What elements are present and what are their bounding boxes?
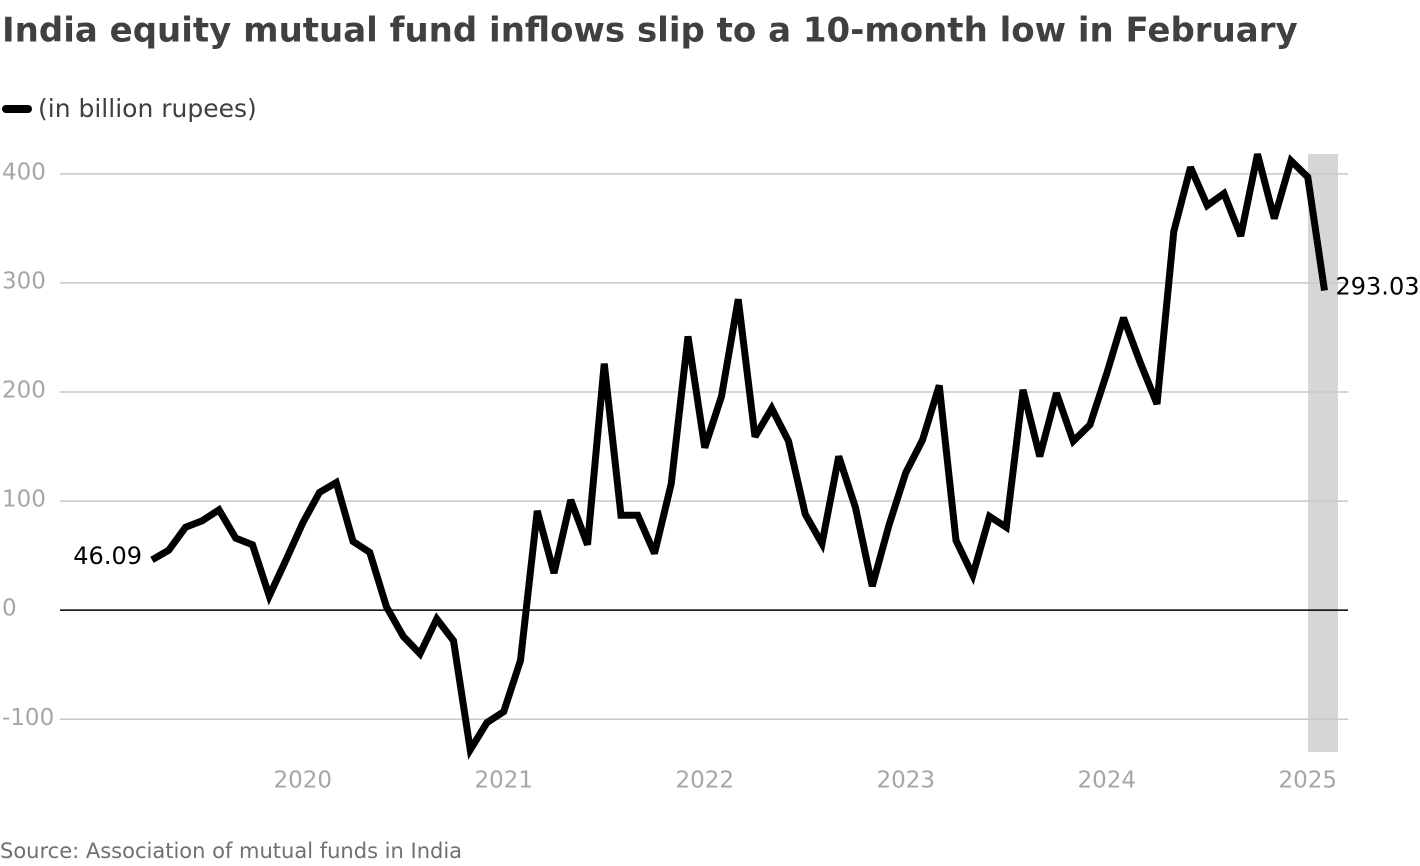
legend-label: (in billion rupees) xyxy=(38,94,257,123)
chart-title: India equity mutual fund inflows slip to… xyxy=(2,11,1298,51)
y-tick-label: 200 xyxy=(2,378,46,404)
x-tick-label: 2021 xyxy=(474,768,533,794)
y-tick-label: 400 xyxy=(2,159,46,185)
y-tick-label: 0 xyxy=(2,596,17,622)
x-tick-label: 2023 xyxy=(876,768,935,794)
data-label: 293.03 xyxy=(1336,273,1420,301)
legend-swatch xyxy=(2,105,32,113)
y-tick-label: 300 xyxy=(2,268,46,294)
x-tick-label: 2022 xyxy=(675,768,734,794)
source: Source: Association of mutual funds in I… xyxy=(0,839,462,863)
y-tick-label: 100 xyxy=(2,487,46,513)
line xyxy=(150,153,1328,760)
y-tick-label: -100 xyxy=(2,705,54,731)
x-tick-label: 2025 xyxy=(1278,768,1337,794)
x-tick-label: 2020 xyxy=(273,768,332,794)
x-tick-label: 2024 xyxy=(1077,768,1136,794)
highlight-band xyxy=(1308,154,1338,752)
data-label: 46.09 xyxy=(73,542,142,570)
